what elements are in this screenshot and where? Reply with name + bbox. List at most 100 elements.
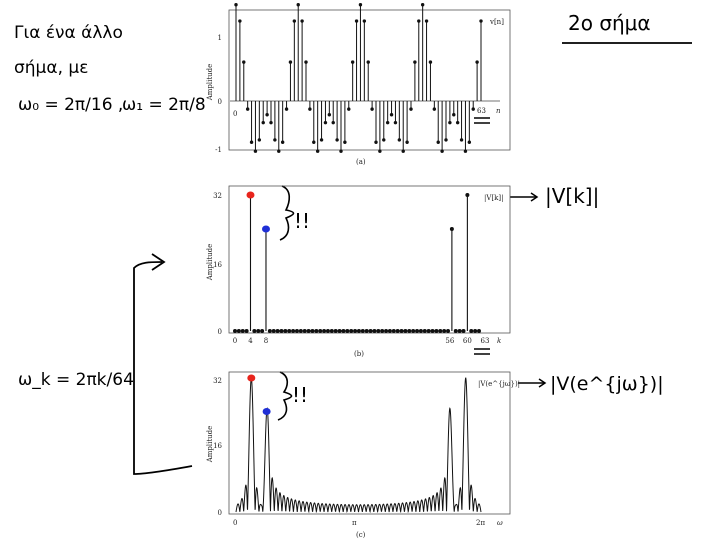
chart-b-point	[291, 329, 296, 333]
chart-b-point	[329, 329, 334, 333]
chart-a-point	[292, 19, 297, 23]
chart-b-point	[345, 329, 350, 333]
chart-c-xtick-2pi: 2π	[476, 519, 485, 527]
chart-b-point	[302, 329, 307, 333]
chart-a-point	[467, 140, 472, 144]
chart-b-ylabel: Amplitude	[206, 244, 214, 282]
chart-a-point	[300, 19, 304, 23]
chart-b-point	[453, 329, 458, 333]
chart-b-point	[403, 329, 408, 333]
chart-a-point	[413, 60, 417, 64]
chart-b-point	[233, 329, 237, 333]
chart-a-point	[471, 107, 475, 111]
chart-a-point	[417, 19, 421, 23]
chart-b-point	[260, 329, 265, 333]
chart-a-caption: (a)	[356, 158, 366, 166]
chart-b-point	[391, 329, 396, 333]
chart-b-point	[380, 329, 385, 333]
chart-a-point	[354, 19, 359, 23]
chart-a-point	[444, 138, 448, 142]
chart-a-point	[350, 60, 355, 64]
chart-a-point	[382, 138, 386, 142]
chart-b-point	[294, 329, 299, 333]
chart-b-marker-red	[246, 191, 255, 199]
chart-a-point	[432, 107, 437, 111]
chart-b-point	[415, 329, 420, 333]
chart-a-point	[327, 113, 332, 117]
chart-b-xtick: 63	[481, 337, 490, 345]
chart-b-point	[322, 329, 327, 333]
chart-a-point	[455, 120, 460, 125]
chart-a-point	[257, 138, 262, 142]
chart-c-ylabel: Amplitude	[206, 426, 214, 464]
chart-a-point	[428, 60, 433, 64]
chart-b-point	[477, 329, 481, 333]
chart-a-point	[265, 113, 269, 117]
chart-b-point	[314, 329, 319, 333]
chart-a-point	[440, 149, 444, 153]
note-omega-k: ω_k = 2πk/64	[18, 370, 134, 390]
chart-b-xtick: 4	[248, 337, 253, 345]
chart-b-point	[341, 329, 346, 333]
chart-b-point	[457, 329, 462, 333]
chart-b-point	[465, 193, 470, 197]
note-line1: Για ένα άλλο	[14, 23, 123, 43]
chart-b-point	[298, 329, 303, 333]
chart-a-point	[335, 138, 339, 142]
chart-a-point	[448, 120, 452, 125]
chart-a-point	[284, 107, 289, 111]
chart-a-point	[475, 60, 479, 64]
label-Vejw: |V(e^{jω})|	[550, 373, 664, 395]
chart-a-point	[366, 60, 370, 64]
chart-b-point	[271, 329, 276, 333]
chart-b-point	[384, 329, 389, 333]
chart-c-ytick-0: 0	[218, 509, 222, 517]
chart-a-point	[393, 120, 398, 125]
chart-a-point	[436, 140, 440, 144]
chart-a-point	[358, 3, 363, 7]
chart-c-frame	[228, 371, 511, 515]
chart-b-point	[256, 329, 261, 333]
chart-a-point	[362, 19, 367, 23]
chart-c-ytick-32: 32	[213, 377, 222, 385]
chart-b-ytick-0: 0	[218, 328, 222, 336]
chart-a-point	[374, 140, 378, 144]
chart-b-point	[399, 329, 404, 333]
chart-b-point	[411, 329, 416, 333]
chart-a-xlabel: n	[496, 107, 501, 115]
chart-c-caption: (c)	[356, 531, 366, 539]
chart-c-marker-blue	[262, 408, 271, 415]
chart-a-ytick-m1: -1	[215, 146, 222, 154]
chart-c-marker-red	[247, 374, 256, 382]
bracket-arrow	[133, 261, 193, 475]
chart-b-point	[473, 329, 478, 333]
chart-a-point	[242, 60, 246, 64]
chart-b-point	[279, 329, 284, 333]
chart-b-point	[337, 329, 342, 333]
chart-b-point	[287, 329, 292, 333]
chart-c-ytick-16: 16	[213, 442, 222, 450]
chart-b-point	[333, 329, 338, 333]
chart-b-point	[372, 329, 377, 333]
chart-b-point	[364, 329, 369, 333]
chart-a-xtick-63: 63	[477, 107, 486, 115]
chart-b-point	[446, 329, 451, 333]
chart-b-point	[353, 329, 358, 333]
chart-b-point	[283, 329, 288, 333]
chart-a-point	[331, 120, 335, 125]
chart-a-frame	[228, 9, 511, 151]
note-omega1: ω₁ = 2π/8	[122, 95, 206, 115]
label-Vk: |V[k]|	[545, 184, 599, 208]
chart-a-point	[424, 19, 429, 23]
chart-b-point	[430, 329, 435, 333]
chart-a-point	[312, 140, 316, 144]
chart-a-point	[389, 113, 394, 117]
chart-b-xticks: 0 4 8 56 60 63	[233, 337, 490, 345]
chart-b-legend: |V[k]|	[484, 194, 503, 202]
chart-a-point	[238, 19, 242, 23]
chart-b: Amplitude |V[k]| (b) 32 16 0 k 0 4 8 56 60 63	[206, 185, 511, 358]
chart-a-point	[308, 107, 312, 111]
chart-b-point	[310, 329, 315, 333]
chart-a-ytick-0: 0	[218, 98, 222, 106]
chart-a-point	[347, 107, 351, 111]
